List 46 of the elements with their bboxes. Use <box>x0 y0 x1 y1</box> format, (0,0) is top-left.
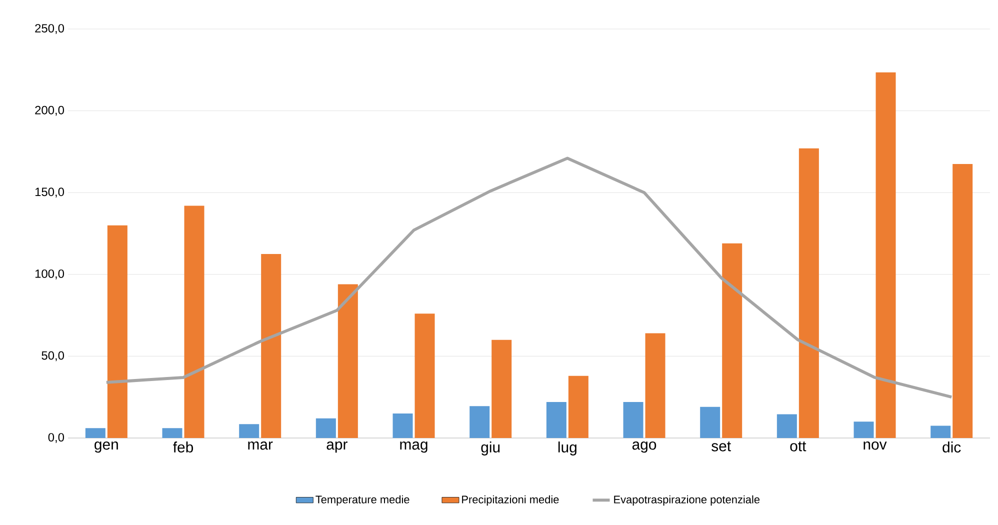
y-tick-label: 100,0 <box>35 269 64 280</box>
bar <box>854 422 874 438</box>
bar <box>184 206 204 438</box>
x-tick-label: mag <box>400 442 428 453</box>
bar <box>798 148 819 438</box>
bar <box>722 243 742 438</box>
bar <box>568 376 588 438</box>
bar <box>546 402 566 438</box>
x-tick-label: lug <box>558 442 576 456</box>
bar <box>316 418 336 438</box>
line-series <box>104 156 954 399</box>
legend-label: Temperature medie <box>316 495 410 506</box>
bar <box>414 314 435 438</box>
bar <box>470 406 490 438</box>
y-tick-label: 150,0 <box>35 188 64 198</box>
bar <box>338 284 358 438</box>
x-tick-label: dic <box>942 442 961 452</box>
x-tick-label: apr <box>326 442 348 453</box>
bar <box>162 428 182 438</box>
y-tick-label: 200,0 <box>35 106 64 116</box>
y-tick-label: 50,0 <box>42 351 64 362</box>
bar <box>930 426 951 438</box>
bar <box>85 428 106 438</box>
x-tick-label: ago <box>632 442 656 453</box>
x-tick-label: mar <box>248 442 273 450</box>
bar <box>623 402 644 438</box>
bar <box>392 413 413 438</box>
x-tick-label: nov <box>864 442 887 450</box>
y-tick-label: 250,0 <box>35 24 64 34</box>
bar <box>876 72 896 438</box>
legend-label: Precipitazioni medie <box>462 495 559 506</box>
legend-label: Evapotraspirazione potenziale <box>614 495 760 506</box>
x-tick-label: ott <box>790 442 806 452</box>
bar <box>239 424 260 438</box>
bar <box>645 333 666 438</box>
x-tick-label: feb <box>173 442 194 452</box>
y-tick-label: 0,0 <box>48 433 64 443</box>
bar <box>700 406 720 438</box>
x-tick-label: set <box>712 442 731 452</box>
bar <box>492 340 512 438</box>
x-tick-label: gen <box>94 442 118 453</box>
x-tick-label: giu <box>481 442 500 456</box>
bar <box>952 164 973 438</box>
bar <box>107 225 128 438</box>
bar <box>261 254 282 438</box>
bar <box>776 414 797 438</box>
